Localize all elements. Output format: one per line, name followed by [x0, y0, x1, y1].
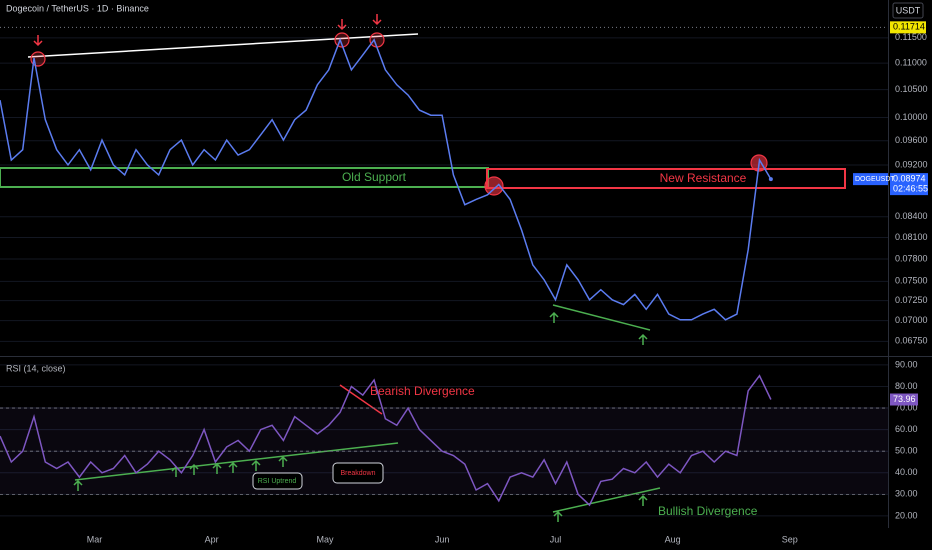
y-tick-label: 40.00: [895, 467, 918, 477]
y-tick-label: 0.07500: [895, 276, 928, 286]
y-tick-label: 0.07800: [895, 253, 928, 263]
rsi-band: [0, 407, 888, 494]
x-tick-label: Mar: [87, 534, 103, 544]
trend-line: [552, 304, 651, 331]
y-tick-label: 0.08100: [895, 232, 928, 242]
y-tick-label: 0.07250: [895, 295, 928, 305]
last-price: 0.08974: [893, 173, 926, 183]
symbol-box: [853, 173, 888, 186]
y-tick-label: 0.11000: [895, 58, 927, 68]
currency-box[interactable]: [892, 2, 924, 19]
last-value: 73.96: [893, 394, 916, 404]
series-line: [0, 374, 772, 507]
y-tick-label: 0.08400: [895, 211, 928, 221]
annotation: Breakdown: [340, 470, 375, 477]
last-label-box: [890, 173, 928, 196]
annotation: New Resistance: [660, 171, 747, 185]
y-tick-label: 0.07000: [895, 315, 928, 325]
high-label-box: [890, 21, 926, 34]
annotation: Old Support: [342, 170, 407, 184]
countdown: 02:46:55: [893, 183, 928, 193]
symbol-label: DOGEUSDT: [855, 176, 895, 183]
y-tick-label: 60.00: [895, 424, 918, 434]
annotation: Bullish Divergence: [658, 504, 758, 518]
annotation: RSI Uptrend: [258, 478, 297, 485]
trend-line: [74, 442, 399, 481]
annotation: Bearish Divergence: [370, 384, 475, 398]
last-label-box: [890, 393, 918, 406]
chart-title: Dogecoin / TetherUS · 1D · Binance: [6, 3, 149, 13]
callout: [252, 472, 303, 490]
series-line: [0, 37, 772, 321]
last-point: [768, 177, 773, 182]
arrows-down: [33, 14, 382, 47]
y-tick-label: 0.06750: [895, 336, 928, 346]
y-tick-label: 0.10000: [895, 112, 928, 122]
x-tick-label: May: [316, 534, 334, 544]
y-tick-label: 90.00: [895, 359, 918, 369]
rsi-title: RSI (14, close): [6, 363, 66, 373]
new-resistance-zone: [486, 168, 846, 189]
y-tick-label: 50.00: [895, 446, 918, 456]
y-tick-label: 0.09200: [895, 159, 928, 169]
trend-line: [552, 487, 661, 513]
y-tick-label: 20.00: [895, 510, 918, 520]
trend-line: [339, 384, 383, 415]
trend-line: [27, 33, 419, 58]
y-tick-label: 30.00: [895, 489, 918, 499]
x-tick-label: Apr: [205, 534, 219, 544]
y-tick-label: 0.10500: [895, 84, 928, 94]
x-tick-label: Sep: [782, 534, 798, 544]
currency[interactable]: USDT: [896, 5, 921, 15]
y-tick-label: 0.11500: [895, 32, 927, 42]
high-label: 0.11714: [893, 22, 925, 32]
y-tick-label: 0.09600: [895, 135, 928, 145]
y-tick-label: 70.00: [895, 402, 918, 412]
x-tick-label: Aug: [665, 534, 681, 544]
x-tick-label: Jun: [435, 534, 450, 544]
callout: [332, 462, 384, 484]
y-tick-label: 80.00: [895, 381, 918, 391]
x-tick-label: Jul: [550, 534, 562, 544]
